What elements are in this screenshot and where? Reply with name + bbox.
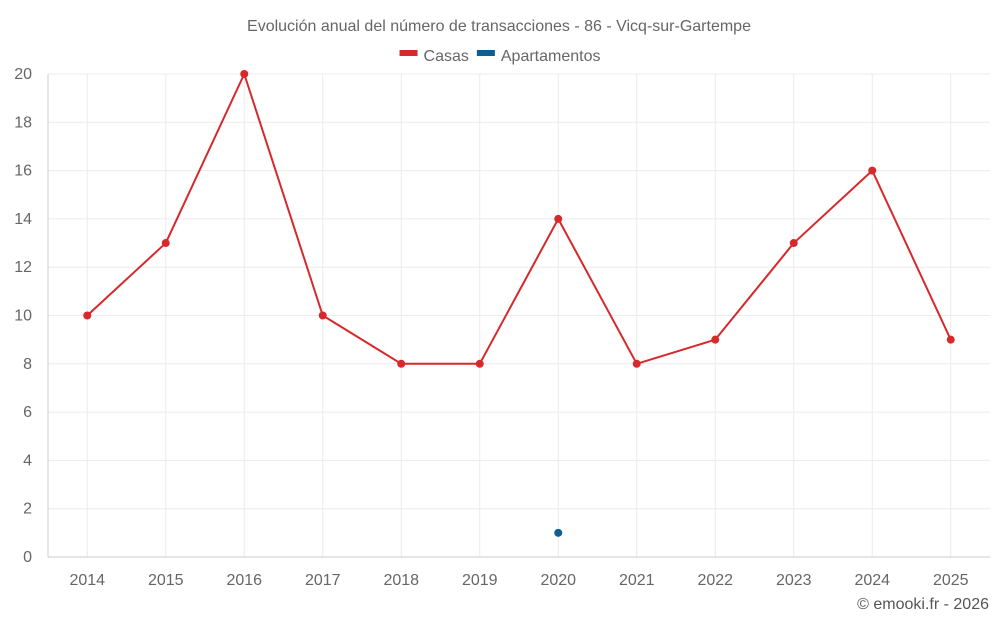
- data-point-casas-2016[interactable]: [240, 70, 249, 78]
- credit-text: © emooki.fr - 2026: [857, 596, 989, 613]
- series-lines: [86, 73, 952, 365]
- legend-swatch: [399, 50, 418, 56]
- data-point-casas-2019[interactable]: [475, 359, 484, 368]
- data-point-casas-2018[interactable]: [397, 359, 406, 368]
- grid: [48, 73, 990, 557]
- data-point-casas-2014[interactable]: [83, 311, 92, 320]
- y-tick-label: 6: [23, 404, 32, 421]
- y-tick-label: 14: [14, 211, 32, 228]
- y-tick-label: 18: [14, 114, 32, 131]
- series-points: [83, 70, 955, 537]
- legend-label: Apartamentos: [501, 48, 601, 65]
- y-tick-label: 0: [23, 549, 32, 566]
- legend: Casas Apartamentos: [399, 48, 601, 65]
- x-tick-label: 2023: [776, 572, 812, 589]
- data-point-casas-2017[interactable]: [318, 311, 327, 320]
- data-point-casas-2023[interactable]: [789, 239, 798, 248]
- y-tick-label: 10: [14, 308, 32, 325]
- data-point-casas-2022[interactable]: [711, 335, 720, 344]
- axes: [47, 74, 990, 558]
- data-point-casas-2015[interactable]: [161, 239, 170, 248]
- x-tick-label: 2014: [69, 572, 105, 589]
- legend-swatch: [476, 50, 495, 56]
- series-line-casas: [86, 73, 952, 365]
- x-tick-label: 2022: [697, 572, 733, 589]
- y-tick-label: 8: [23, 356, 32, 373]
- legend-item-casas[interactable]: Casas: [399, 48, 469, 65]
- legend-item-apartamentos[interactable]: Apartamentos: [476, 48, 601, 65]
- x-tick-label: 2025: [933, 572, 969, 589]
- x-tick-label: 2016: [226, 572, 262, 589]
- y-tick-label: 20: [14, 66, 32, 83]
- y-tick-label: 12: [14, 259, 32, 276]
- x-tick-label: 2019: [462, 572, 498, 589]
- x-tick-label: 2021: [619, 572, 655, 589]
- chart-title: Evolución anual del número de transaccio…: [247, 18, 751, 35]
- data-point-casas-2020[interactable]: [554, 214, 563, 223]
- data-point-apartamentos-2020[interactable]: [554, 528, 563, 537]
- y-axis-ticks: 0 2 4 6 8 10 12 14 16 18 20: [14, 66, 32, 566]
- y-tick-label: 4: [23, 452, 32, 469]
- x-tick-label: 2017: [305, 572, 341, 589]
- legend-label: Casas: [424, 48, 469, 65]
- x-tick-label: 2018: [383, 572, 419, 589]
- y-tick-label: 2: [23, 501, 32, 518]
- data-point-casas-2025[interactable]: [946, 335, 955, 344]
- y-tick-label: 16: [14, 163, 32, 180]
- data-point-casas-2021[interactable]: [632, 359, 641, 368]
- x-tick-label: 2015: [148, 572, 184, 589]
- x-axis-ticks: 2014 2015 2016 2017 2018 2019 2020 2021 2022 2023…: [69, 572, 968, 589]
- x-tick-label: 2020: [540, 572, 576, 589]
- x-tick-label: 2024: [854, 572, 890, 589]
- data-point-casas-2024[interactable]: [868, 166, 877, 175]
